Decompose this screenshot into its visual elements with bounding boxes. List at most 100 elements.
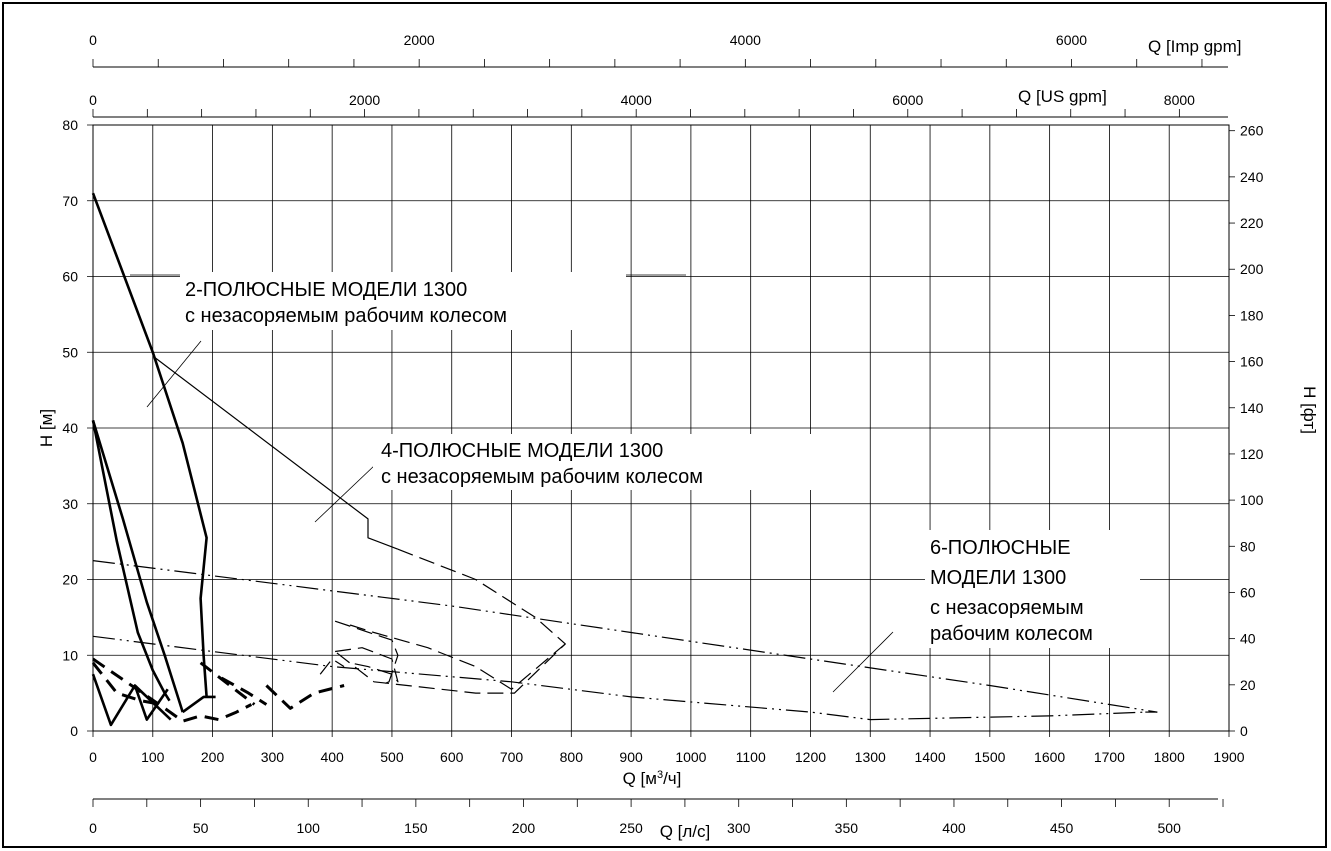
y2-tick-label: 60	[1240, 584, 1256, 600]
x-tick-label: 400	[320, 749, 344, 765]
series-4-pole-line-12	[334, 548, 566, 694]
ls-tick-label: 300	[727, 820, 751, 836]
y-tick-label: 0	[70, 723, 78, 739]
y2-tick-label: 80	[1240, 538, 1256, 554]
ls-tick-label: 350	[835, 820, 859, 836]
x-tick-label: 300	[261, 749, 285, 765]
series-4-pole-line-11	[265, 684, 345, 710]
ls-tick-label: 0	[89, 820, 97, 836]
series-4-pole-line-13	[335, 647, 399, 683]
us-gpm-axis: 0 2000 4000 6000 8000 Q [US gpm]	[89, 87, 1228, 118]
ls-tick-label: 250	[619, 820, 643, 836]
ls-tick-label: 450	[1050, 820, 1074, 836]
ls-tick-label: 50	[193, 820, 209, 836]
imp-gpm-tick-label: 4000	[730, 32, 761, 48]
annotation-6pole-line1: 6-ПОЛЮСНЫЕ	[930, 537, 1071, 559]
series-4-pole-line-7	[92, 657, 253, 723]
annotation-6pole-line2: МОДЕЛИ 1300	[930, 567, 1066, 589]
x-tick-label: 700	[500, 749, 524, 765]
annotation-2pole-line2: с незасоряемым рабочим колесом	[185, 305, 507, 327]
y-tick-label: 50	[62, 344, 78, 360]
y2-axis-label: H [фт]	[1300, 386, 1319, 434]
y-axis-label: H [м]	[37, 409, 56, 447]
x-tick-label: 1200	[795, 749, 826, 765]
series-4-pole-line-9	[91, 661, 163, 706]
annotation-4pole-line1: 4-ПОЛЮСНЫЕ МОДЕЛИ 1300	[381, 440, 663, 462]
us-gpm-tick-label: 6000	[892, 92, 923, 108]
series-6-pole-line-17	[92, 560, 1158, 713]
x-tick-label: 600	[440, 749, 464, 765]
x-axis-label: Q [м3/ч]	[623, 769, 682, 788]
x-tick-label: 200	[201, 749, 225, 765]
y-tick-label: 40	[62, 420, 78, 436]
y2-tick-label: 100	[1240, 492, 1264, 508]
x-tick-label: 500	[380, 749, 404, 765]
series-4-pole-line-15	[349, 624, 566, 690]
y2-tick-label: 40	[1240, 631, 1256, 647]
x-tick-label: 1100	[736, 749, 766, 765]
y2-tick-label: 260	[1240, 123, 1264, 139]
x-tick-label: 0	[89, 749, 97, 765]
series-layer	[91, 192, 1158, 727]
annotation-2pole-line1: 2-ПОЛЮСНЫЕ МОДЕЛИ 1300	[185, 279, 467, 301]
us-gpm-axis-label: Q [US gpm]	[1018, 87, 1107, 106]
annotation-6pole-line3: с незасоряемым	[930, 597, 1084, 619]
ls-tick-label: 400	[942, 820, 966, 836]
x-tick-label: 1800	[1154, 749, 1185, 765]
plot-area-border	[92, 124, 1230, 732]
series-6-pole-line-18	[92, 635, 1146, 721]
y-tick-label: 80	[62, 117, 78, 133]
us-gpm-tick-label: 8000	[1164, 92, 1195, 108]
series-4-pole-line-16	[319, 658, 345, 675]
y-tick-label: 70	[62, 193, 78, 209]
ls-tick-label: 200	[512, 820, 536, 836]
series-4-pole-line-10	[220, 676, 268, 706]
y2-tick-label: 200	[1240, 261, 1264, 277]
y2-tick-label: 180	[1240, 307, 1264, 323]
x-tick-label: 1300	[855, 749, 886, 765]
ls-axis-label: Q [л/с]	[660, 822, 711, 841]
imp-gpm-axis-label: Q [Imp gpm]	[1148, 37, 1242, 56]
y-tick-label: 10	[62, 647, 78, 663]
series-2-pole-line-3	[91, 673, 169, 727]
ls-axis: 0 50 100 150 200 250 300 350 400 450 500 Q [л/с]	[89, 798, 1224, 841]
x-tick-label: 100	[141, 749, 165, 765]
y2-tick-label: 240	[1240, 169, 1264, 185]
y-tick-label: 30	[62, 496, 78, 512]
x-tick-label: 800	[560, 749, 584, 765]
series-2-pole-line-5	[181, 695, 216, 714]
x-tick-label: 1900	[1213, 749, 1244, 765]
x-tick-label: 1700	[1094, 749, 1125, 765]
us-gpm-tick-label: 4000	[621, 92, 652, 108]
y-tick-label: 20	[62, 572, 78, 588]
y2-tick-label: 160	[1240, 354, 1264, 370]
y2-tick-label: 0	[1240, 723, 1248, 739]
y2-tick-label: 220	[1240, 215, 1264, 231]
us-gpm-tick-label: 0	[89, 92, 97, 108]
imp-gpm-tick-label: 2000	[404, 32, 435, 48]
annotation-4pole-line2: с незасоряемым рабочим колесом	[381, 466, 703, 488]
ls-tick-label: 150	[404, 820, 428, 836]
y2-tick-label: 140	[1240, 400, 1264, 416]
annotation-6pole-line4: рабочим колесом	[930, 623, 1093, 645]
x-tick-label: 1000	[675, 749, 706, 765]
imp-gpm-axis: 0 2000 4000 6000 Q [Imp gpm]	[89, 32, 1242, 68]
series-4-pole-line-14	[334, 620, 399, 687]
imp-gpm-tick-label: 6000	[1056, 32, 1087, 48]
us-gpm-tick-label: 2000	[349, 92, 380, 108]
x-tick-label: 1500	[974, 749, 1005, 765]
x-tick-label: 900	[619, 749, 643, 765]
x-tick-label: 1600	[1034, 749, 1065, 765]
series-2-pole-line-0	[91, 192, 208, 697]
series-2-pole-line-6	[152, 355, 399, 550]
series-2-pole-line-1	[91, 420, 184, 713]
y2-tick-label: 20	[1240, 677, 1256, 693]
y2-tick-label: 120	[1240, 446, 1264, 462]
imp-gpm-tick-label: 0	[89, 32, 97, 48]
ls-tick-label: 100	[297, 820, 321, 836]
x-tick-label: 1400	[914, 749, 945, 765]
series-4-pole-line-8	[199, 661, 256, 706]
y-tick-label: 60	[62, 269, 78, 285]
